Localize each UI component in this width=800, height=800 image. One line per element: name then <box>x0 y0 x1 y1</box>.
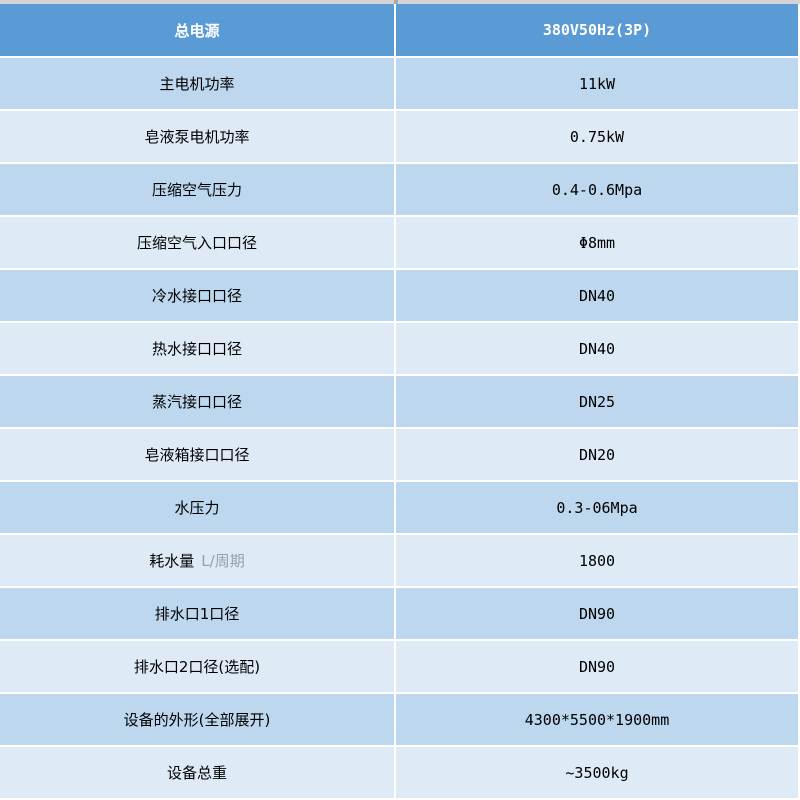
table-row: 设备总重 ~3500kg <box>0 747 800 800</box>
table-row: 排水口2口径(选配) DN90 <box>0 641 800 694</box>
table-row: 冷水接口口径 DN40 <box>0 270 800 323</box>
spec-value: DN25 <box>578 392 616 411</box>
spec-label: 冷水接口口径 <box>151 287 242 305</box>
spec-label: 主电机功率 <box>159 75 235 93</box>
spec-label-cell: 热水接口口径 <box>0 323 396 374</box>
table-row: 皂液泵电机功率 0.75kW <box>0 111 800 164</box>
table-row: 耗水量 L/周期 1800 <box>0 535 800 588</box>
spec-label: 压缩空气压力 <box>151 181 242 199</box>
spec-label-cell: 排水口1口径 <box>0 588 396 639</box>
spec-label: 蒸汽接口口径 <box>151 393 242 411</box>
table-row: 皂液箱接口口径 DN20 <box>0 429 800 482</box>
table-row: 主电机功率 11kW <box>0 58 800 111</box>
spec-label-cell: 主电机功率 <box>0 58 396 109</box>
spec-label-cell: 冷水接口口径 <box>0 270 396 321</box>
spec-label-cell: 压缩空气入口口径 <box>0 217 396 268</box>
spec-value: 0.75kW <box>569 127 625 146</box>
spec-value: DN90 <box>578 657 616 676</box>
column-divider-mark <box>394 0 398 4</box>
spec-label: 热水接口口径 <box>151 340 242 358</box>
table-row: 蒸汽接口口径 DN25 <box>0 376 800 429</box>
spec-label-cell: 耗水量 L/周期 <box>0 535 396 586</box>
spec-label-cell: 皂液箱接口口径 <box>0 429 396 480</box>
spec-value-cell: 4300*5500*1900mm <box>396 694 800 745</box>
spec-value-cell: DN90 <box>396 641 800 692</box>
spec-value-cell: ~3500kg <box>396 747 800 798</box>
spec-value-cell: DN20 <box>396 429 800 480</box>
spec-label-cell: 压缩空气压力 <box>0 164 396 215</box>
spec-label: 皂液泵电机功率 <box>144 128 250 146</box>
spec-label: 排水口2口径(选配) <box>133 658 261 676</box>
spec-value-cell: 0.3-06Mpa <box>396 482 800 533</box>
spec-value: DN20 <box>578 445 616 464</box>
spec-label-cell: 设备总重 <box>0 747 396 798</box>
spec-label: 水压力 <box>174 499 220 517</box>
spec-value: 1800 <box>578 551 616 570</box>
spec-value: 11kW <box>578 74 616 93</box>
spec-value: ~3500kg <box>565 763 629 782</box>
spec-label: 耗水量 <box>149 552 195 570</box>
spec-label-cell: 设备的外形(全部展开) <box>0 694 396 745</box>
table-row: 设备的外形(全部展开) 4300*5500*1900mm <box>0 694 800 747</box>
table-row: 热水接口口径 DN40 <box>0 323 800 376</box>
spec-label-cell: 皂液泵电机功率 <box>0 111 396 162</box>
spec-value-cell: 0.75kW <box>396 111 800 162</box>
table-row: 压缩空气入口口径 Φ8mm <box>0 217 800 270</box>
spec-value-cell: 0.4-0.6Mpa <box>396 164 800 215</box>
header-value: 380V50Hz(3P) <box>542 21 652 39</box>
table-row: 压缩空气压力 0.4-0.6Mpa <box>0 164 800 217</box>
spec-value-cell: 1800 <box>396 535 800 586</box>
spec-label: 皂液箱接口口径 <box>144 446 250 464</box>
spec-value: 0.4-0.6Mpa <box>551 180 643 199</box>
spec-value: Φ8mm <box>578 233 616 252</box>
table-body: 主电机功率 11kW 皂液泵电机功率 0.75kW 压缩空气压力 0.4-0.6Mpa 压缩… <box>0 58 800 800</box>
table-row: 排水口1口径 DN90 <box>0 588 800 641</box>
spec-table: 总电源 380V50Hz(3P) 主电机功率 11kW 皂液泵电机功率 0.75kW 压… <box>0 4 800 800</box>
spec-label: 压缩空气入口口径 <box>136 234 257 252</box>
spec-value: DN40 <box>578 286 616 305</box>
spec-value: DN90 <box>578 604 616 623</box>
table-header-row: 总电源 380V50Hz(3P) <box>0 4 800 58</box>
spec-label: 排水口1口径 <box>154 605 240 623</box>
spec-label: 设备总重 <box>166 764 227 782</box>
spec-label: 设备的外形(全部展开) <box>123 711 271 729</box>
spec-label-cell: 水压力 <box>0 482 396 533</box>
spec-label-cell: 蒸汽接口口径 <box>0 376 396 427</box>
table-row: 水压力 0.3-06Mpa <box>0 482 800 535</box>
spec-value-cell: DN40 <box>396 270 800 321</box>
spec-value-cell: DN25 <box>396 376 800 427</box>
table-top-edge <box>0 0 800 4</box>
spec-value-cell: 11kW <box>396 58 800 109</box>
spec-label-unit: L/周期 <box>201 552 245 570</box>
spec-label-cell: 排水口2口径(选配) <box>0 641 396 692</box>
spec-value-cell: Φ8mm <box>396 217 800 268</box>
spec-value: 4300*5500*1900mm <box>524 710 670 729</box>
spec-value: 0.3-06Mpa <box>556 498 638 517</box>
header-label: 总电源 <box>174 21 220 40</box>
spec-value-cell: DN40 <box>396 323 800 374</box>
spec-value-cell: DN90 <box>396 588 800 639</box>
header-label-cell: 总电源 <box>0 4 396 56</box>
header-value-cell: 380V50Hz(3P) <box>396 4 800 56</box>
spec-value: DN40 <box>578 339 616 358</box>
